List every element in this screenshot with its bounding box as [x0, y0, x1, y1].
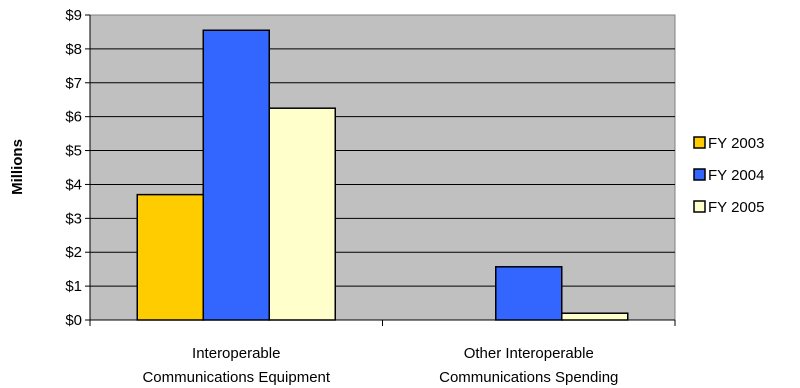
- bar: [268, 107, 336, 321]
- x-category-label: Other Interoperable: [464, 345, 594, 362]
- y-tick-label: $7: [65, 75, 82, 92]
- y-axis-title: Millions: [9, 139, 26, 195]
- x-category-label: Communications Spending: [439, 369, 618, 386]
- legend-swatch: [693, 168, 706, 181]
- y-tick-label: $0: [65, 312, 82, 329]
- legend-swatch: [693, 136, 706, 149]
- legend: FY 2003 FY 2004 FY 2005: [685, 123, 799, 221]
- y-tick-label: $4: [65, 176, 82, 193]
- legend-label: FY 2005: [708, 199, 764, 216]
- y-tick-label: $6: [65, 109, 82, 126]
- bar: [202, 29, 270, 321]
- y-tick-label: $5: [65, 143, 82, 160]
- axes: $0 $1 $2 $3 $4 $5 $6 $7 $8 $9 Interoperable Communi…: [65, 7, 676, 386]
- y-tick-label: $3: [65, 210, 82, 227]
- bar: [495, 266, 563, 321]
- bar: [561, 312, 629, 321]
- legend-swatch: [693, 200, 706, 213]
- bars: [136, 29, 629, 321]
- bar: [136, 193, 204, 321]
- x-category-label: Communications Equipment: [142, 369, 330, 386]
- legend-label: FY 2003: [708, 135, 764, 152]
- y-tick-label: $9: [65, 7, 82, 24]
- legend-label: FY 2004: [708, 167, 764, 184]
- y-tick-label: $8: [65, 41, 82, 58]
- x-category-label: Interoperable: [192, 345, 280, 362]
- y-tick-label: $2: [65, 244, 82, 261]
- y-tick-label: $1: [65, 278, 82, 295]
